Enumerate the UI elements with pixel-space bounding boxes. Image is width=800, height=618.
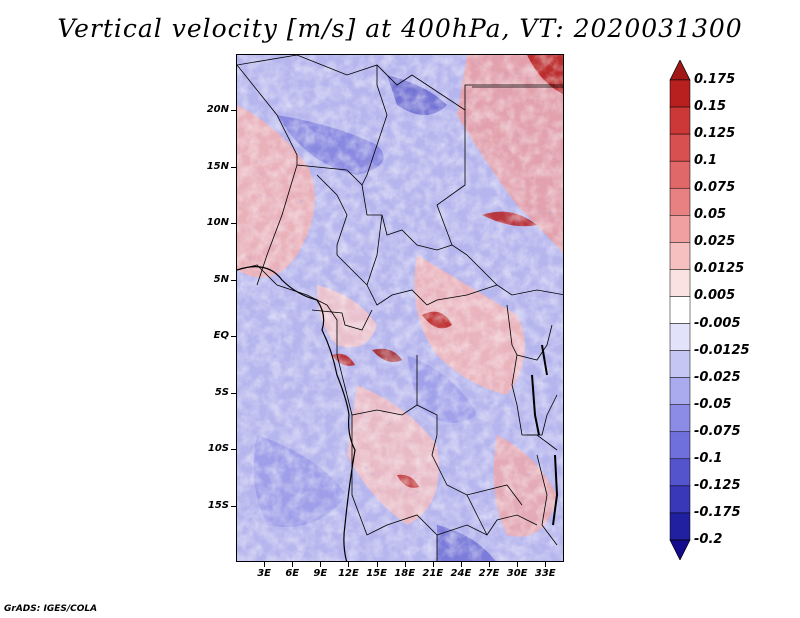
lon-tick-label: 6E bbox=[285, 568, 300, 579]
country-borders bbox=[237, 55, 563, 561]
lat-tick-label: 5S bbox=[214, 386, 229, 398]
lat-tick-mark bbox=[231, 166, 236, 168]
lat-tick-mark bbox=[231, 336, 236, 338]
colorbar-bottom-arrow bbox=[669, 539, 691, 560]
colorbar-bin bbox=[669, 323, 691, 351]
lon-tick-mark bbox=[264, 562, 266, 567]
lat-tick-mark bbox=[231, 449, 236, 451]
coastline-and-lakes bbox=[237, 266, 559, 561]
lon-tick-mark bbox=[545, 562, 547, 567]
lon-tick-label: 33E bbox=[534, 568, 556, 579]
lon-tick-mark bbox=[348, 562, 350, 567]
lon-tick-label: 15E bbox=[366, 568, 387, 579]
colorbar-bin bbox=[669, 242, 691, 270]
colorbar-bin bbox=[669, 187, 691, 216]
lon-tick-label: 24E bbox=[450, 568, 472, 579]
lat-tick-mark bbox=[231, 110, 236, 112]
colorbar-bin bbox=[669, 350, 691, 378]
colorbar-tick-label: 0.125 bbox=[694, 126, 736, 142]
colorbar-top-arrow bbox=[669, 60, 691, 81]
lon-tick-label: 12E bbox=[338, 568, 359, 579]
colorbar-tick-label: 0.05 bbox=[694, 207, 727, 223]
colorbar-tick-label: -0.005 bbox=[694, 315, 741, 331]
lat-tick-label: 10S bbox=[207, 443, 229, 455]
lat-tick-label: 15S bbox=[207, 499, 229, 511]
colorbar-tick-label: 0.15 bbox=[694, 99, 727, 115]
colorbar-tick-label: 0.025 bbox=[694, 234, 736, 250]
colorbar-tick-label: 0.075 bbox=[694, 180, 736, 196]
colorbar bbox=[669, 60, 691, 560]
lon-tick-label: 9E bbox=[313, 568, 328, 579]
colorbar-tick-label: 0.175 bbox=[694, 72, 736, 87]
plot-title: Vertical velocity [m/s] at 400hPa, VT: 2… bbox=[57, 14, 743, 43]
lat-tick-label: 5N bbox=[213, 273, 229, 285]
lon-tick-label: 21E bbox=[422, 568, 444, 579]
lon-tick-mark bbox=[292, 562, 294, 567]
lon-tick-mark bbox=[489, 562, 491, 567]
colorbar-tick-label: -0.175 bbox=[694, 504, 741, 520]
lat-tick-mark bbox=[231, 505, 236, 507]
colorbar-tick-label: 0.1 bbox=[694, 153, 718, 169]
lon-tick-label: 3E bbox=[257, 568, 271, 579]
grads-credit: GrADS: IGES/COLA bbox=[4, 604, 98, 614]
colorbar-tick-label: -0.1 bbox=[694, 450, 723, 466]
colorbar-bin bbox=[669, 269, 691, 297]
lat-tick-mark bbox=[231, 223, 236, 225]
colorbar-bin bbox=[669, 431, 691, 460]
colorbar-bin bbox=[669, 133, 691, 162]
lat-tick-label: 20N bbox=[206, 104, 229, 116]
colorbar-bin bbox=[669, 485, 691, 514]
colorbar-bin bbox=[669, 215, 691, 243]
colorbar-bin bbox=[669, 377, 691, 405]
lon-tick-mark bbox=[460, 562, 462, 567]
lon-tick-label: 30E bbox=[506, 568, 528, 579]
colorbar-bin bbox=[669, 512, 691, 541]
lon-tick-mark bbox=[320, 562, 322, 567]
colorbar-tick-label: 0.0125 bbox=[694, 261, 745, 277]
colorbar-bin bbox=[669, 404, 691, 433]
colorbar-bin bbox=[669, 296, 691, 324]
colorbar-bin bbox=[669, 458, 691, 487]
vertical-velocity-map bbox=[236, 54, 564, 562]
colorbar-tick-label: -0.125 bbox=[694, 477, 741, 493]
lat-tick-label: EQ bbox=[213, 330, 229, 342]
lat-tick-label: 10N bbox=[206, 217, 229, 229]
colorbar-bin bbox=[669, 106, 691, 135]
lon-tick-label: 27E bbox=[478, 568, 500, 579]
lon-tick-mark bbox=[404, 562, 406, 567]
lat-tick-mark bbox=[231, 392, 236, 394]
colorbar-bin bbox=[669, 79, 691, 108]
lon-tick-label: 18E bbox=[394, 568, 416, 579]
lon-tick-mark bbox=[432, 562, 434, 567]
lon-tick-mark bbox=[517, 562, 519, 567]
colorbar-tick-label: -0.2 bbox=[694, 532, 723, 547]
colorbar-tick-label: -0.075 bbox=[694, 423, 741, 439]
colorbar-tick-label: -0.025 bbox=[694, 369, 741, 385]
colorbar-tick-label: 0.005 bbox=[694, 288, 736, 304]
map-canvas bbox=[237, 55, 563, 561]
colorbar-tick-label: -0.05 bbox=[694, 396, 732, 412]
colorbar-tick-label: -0.0125 bbox=[694, 342, 750, 358]
colorbar-bin bbox=[669, 160, 691, 189]
lat-tick-mark bbox=[231, 279, 236, 281]
lon-tick-mark bbox=[376, 562, 378, 567]
lat-tick-label: 15N bbox=[206, 160, 229, 172]
